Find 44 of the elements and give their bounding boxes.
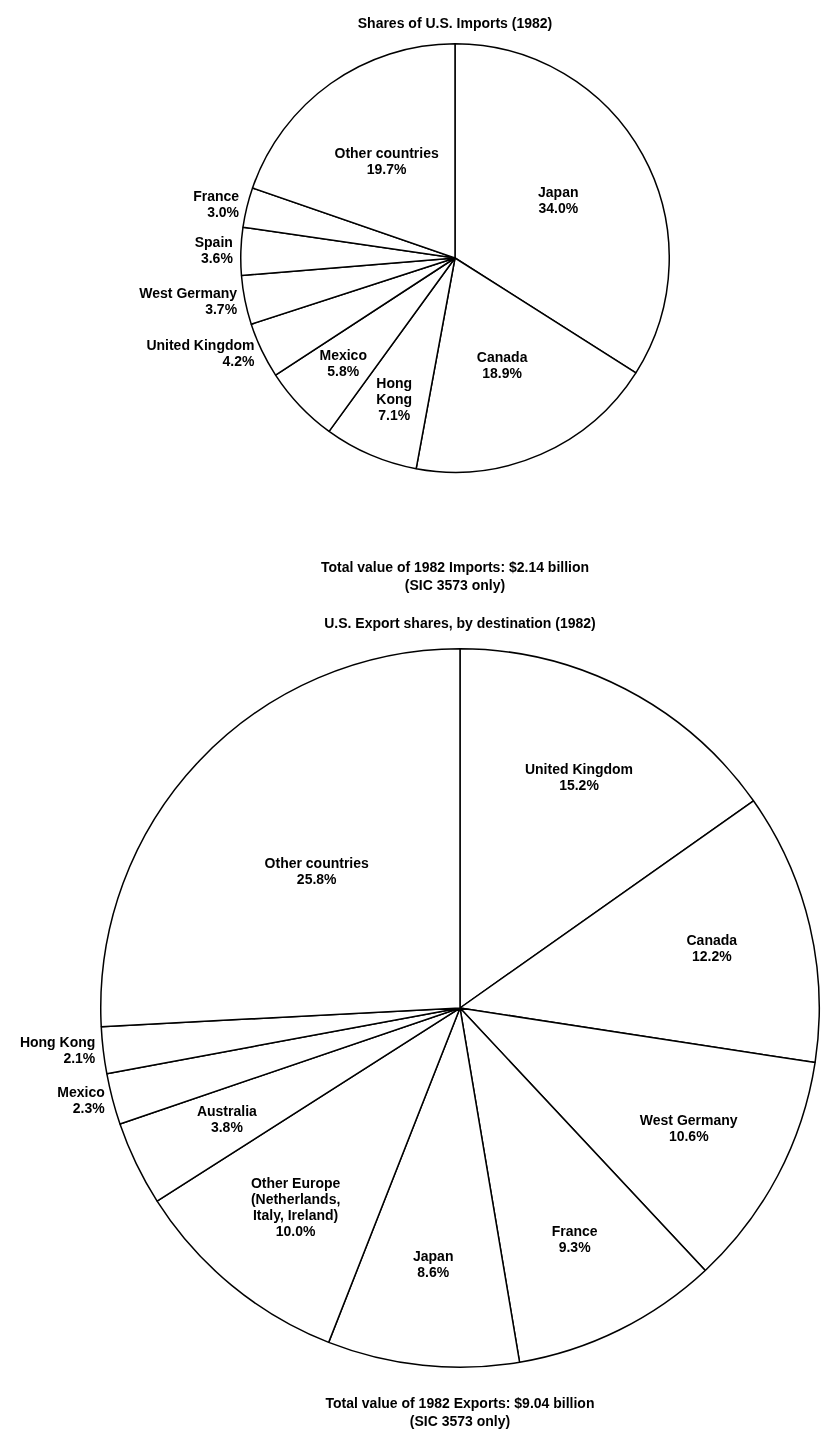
data-label: 25.8% — [296, 870, 338, 887]
data-label: 8.6% — [417, 1264, 450, 1281]
text: (SIC 3573 only) — [404, 576, 506, 593]
slice-label: West Germany — [639, 1111, 738, 1128]
data-label: 2.3% — [72, 1099, 106, 1116]
slice-label: West Germany — [139, 284, 238, 301]
slice-label: France — [193, 188, 240, 205]
slice-label: United Kingdom — [146, 336, 255, 353]
slice-label: Other Europe (Netherlands, Italy, Ireland) — [250, 1174, 341, 1223]
slice-label: Other countries — [334, 144, 439, 161]
data-label: 5.8% — [327, 363, 360, 380]
data-label: 3.6% — [200, 249, 234, 266]
data-label: 3.7% — [205, 300, 238, 317]
data-label: 10.6% — [668, 1127, 710, 1144]
data-label: 18.9% — [482, 364, 523, 381]
slice-label: Hong Kong — [376, 374, 413, 407]
slice-label: United Kingdom — [524, 761, 634, 778]
chart-title: U.S. Export shares, by destination (1982) — [324, 614, 596, 631]
data-label: 3.0% — [207, 204, 240, 221]
data-label: 10.0% — [275, 1222, 317, 1239]
text: Total value of 1982 Imports: $2.14 billion — [320, 558, 590, 575]
slice-label: Spain — [194, 233, 233, 250]
data-label: 34.0% — [538, 200, 579, 217]
data-label: 9.3% — [558, 1238, 592, 1255]
slice-label: Mexico — [319, 347, 367, 364]
data-label: 3.8% — [210, 1118, 244, 1135]
data-label: 15.2% — [559, 777, 600, 794]
slice-label: Hong Kong — [19, 1034, 96, 1051]
data-label: 12.2% — [691, 947, 733, 964]
slice-label: Japan — [412, 1248, 454, 1265]
data-label: 2.1% — [63, 1050, 96, 1067]
text: (SIC 3573 only) — [409, 1412, 511, 1429]
data-label: 7.1% — [378, 406, 411, 423]
chart-title: Shares of U.S. Imports (1982) — [357, 14, 553, 31]
slice-label: Mexico — [57, 1083, 105, 1100]
slice-label: Canada — [686, 931, 738, 948]
data-label: 19.7% — [366, 160, 408, 177]
text: Total value of 1982 Exports: $9.04 billion — [325, 1394, 595, 1411]
data-label: 4.2% — [222, 352, 256, 369]
slice-label: Japan — [538, 184, 579, 201]
slice-label: Canada — [476, 348, 528, 365]
slice-label: Australia — [196, 1102, 258, 1119]
slice-label: France — [551, 1222, 598, 1239]
slice-label: Other countries — [264, 854, 370, 871]
